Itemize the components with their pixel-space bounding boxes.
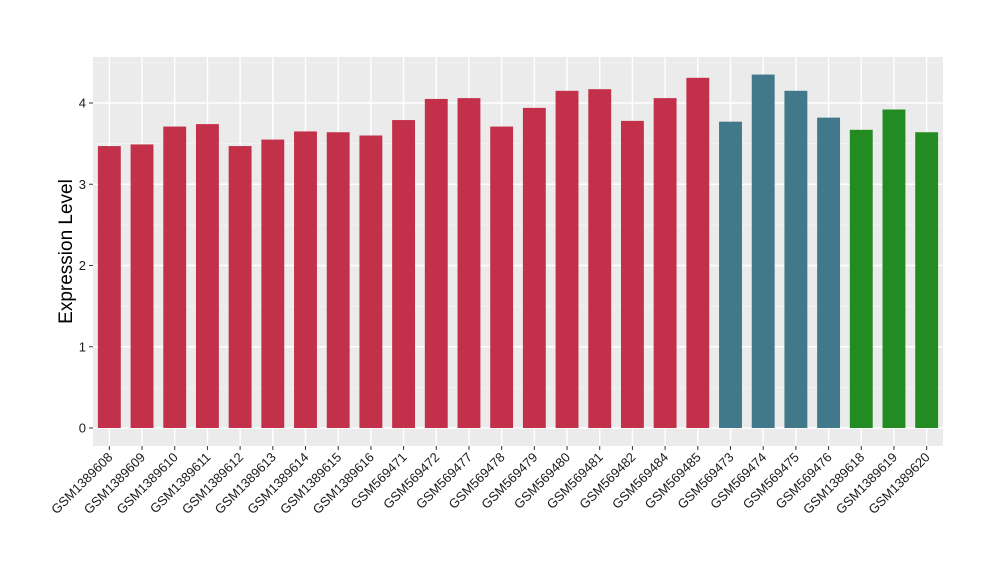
bar [261,139,285,428]
bar [130,144,154,428]
bars-group [97,74,939,428]
bar [522,107,546,428]
bar [490,126,514,428]
y-tick-label: 3 [79,177,86,192]
bar [784,90,808,428]
bar [719,121,742,428]
x-axis: GSM1389608GSM1389609GSM1389610GSM1389611… [48,446,933,517]
bar [359,135,383,428]
y-axis: 0 1 2 3 4 [79,96,93,436]
bar [392,120,416,428]
y-tick-label: 0 [79,421,86,436]
bar [817,117,841,428]
bar [424,98,448,428]
bar [882,109,906,428]
bar [588,89,612,428]
bar [163,126,187,428]
y-tick-label: 4 [79,96,86,111]
bar [653,98,677,428]
bar [849,129,873,428]
y-tick-label: 2 [79,258,86,273]
bar [97,146,121,428]
bar [686,77,710,428]
bar [751,74,775,428]
bar [326,132,350,428]
bar [457,98,481,428]
bar [228,146,252,428]
y-tick-label: 1 [79,339,86,354]
bar [294,131,317,428]
bar [915,132,939,428]
bar [555,90,579,428]
bar [195,124,219,428]
bar [620,120,644,428]
y-axis-title: Expression Level [56,179,77,324]
